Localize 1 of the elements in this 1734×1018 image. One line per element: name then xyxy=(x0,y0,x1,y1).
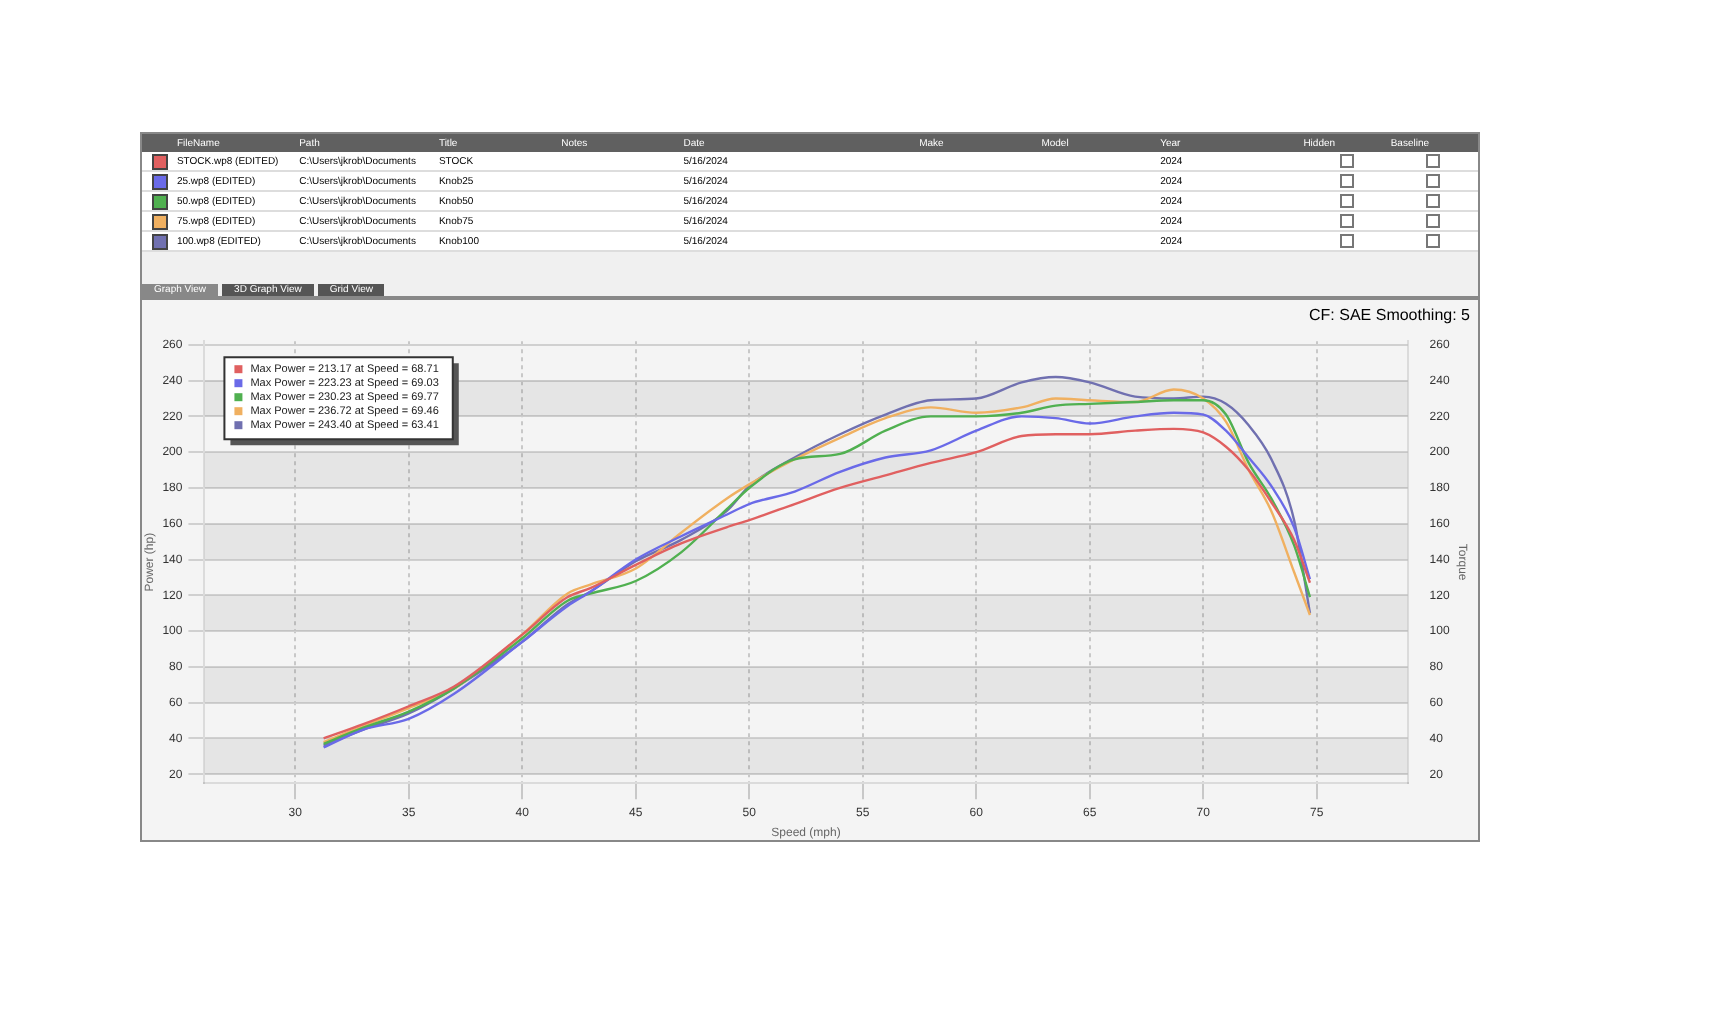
text: CF: SAE Smoothing: 5 xyxy=(1309,305,1470,323)
